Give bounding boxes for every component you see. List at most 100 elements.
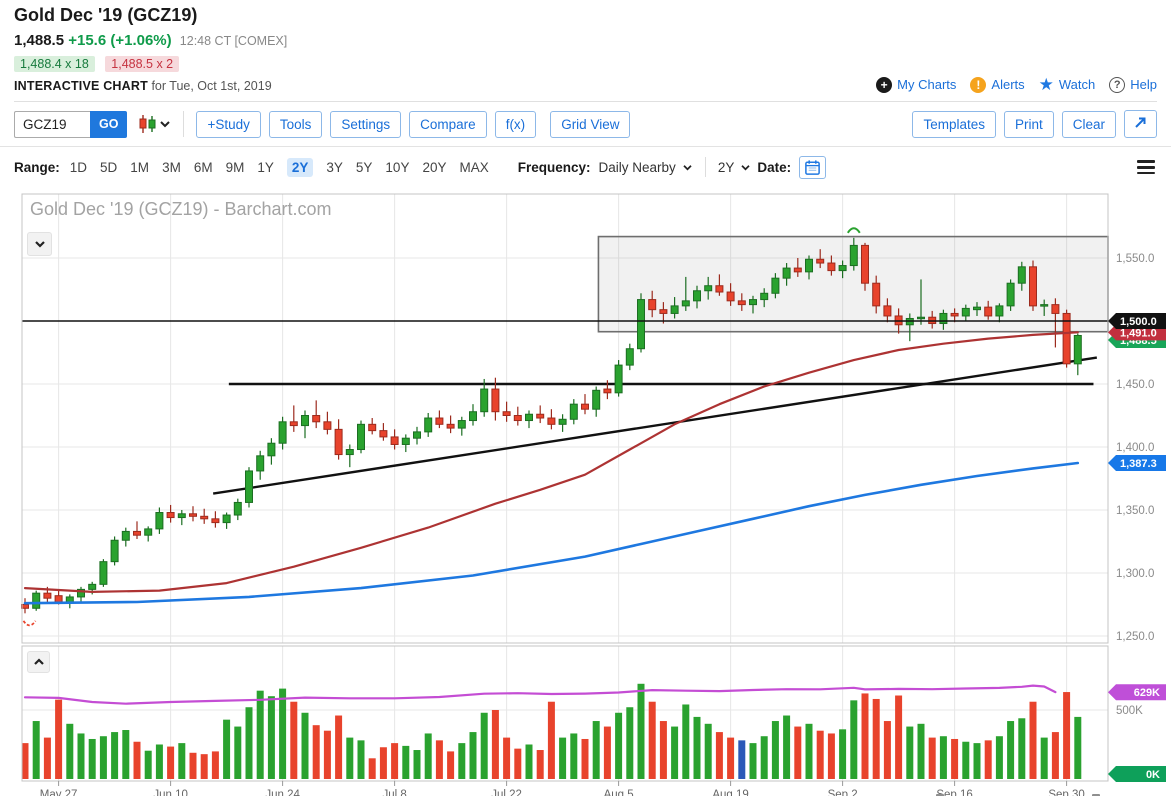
candle — [536, 413, 545, 419]
calendar-icon — [805, 160, 820, 175]
volume-bar — [861, 692, 869, 779]
candle — [749, 298, 757, 305]
range-1m[interactable]: 1M — [130, 159, 150, 175]
scrollbar-handle[interactable] — [1092, 793, 1100, 796]
price-pane-collapse-button[interactable] — [27, 231, 52, 256]
candle — [457, 419, 466, 429]
star-icon: ★ — [1038, 75, 1054, 94]
candle — [32, 592, 41, 609]
volume-bar — [413, 749, 421, 779]
candle — [659, 308, 668, 314]
green-arc-marker[interactable] — [846, 226, 861, 233]
hamburger-icon[interactable] — [1135, 155, 1157, 180]
help-link[interactable]: ? Help — [1109, 76, 1157, 93]
chart-type-dropdown[interactable] — [137, 114, 171, 134]
candle — [502, 410, 511, 416]
candle — [491, 388, 500, 412]
volume-pane-frame — [21, 645, 1109, 782]
volume-bar — [592, 720, 600, 779]
volume-bar — [704, 723, 712, 779]
volume-pane-collapse-button[interactable] — [27, 650, 50, 673]
range-5y[interactable]: 5Y — [355, 159, 373, 175]
range-2y-active[interactable]: 2Y — [286, 157, 314, 177]
volume-bar — [312, 724, 320, 779]
clear-button[interactable]: Clear — [1061, 110, 1116, 138]
candle — [222, 514, 231, 523]
time-scrollbar[interactable] — [22, 793, 1110, 796]
candle — [379, 429, 388, 437]
volume-bar — [469, 731, 477, 779]
add-study-button[interactable]: +Study — [196, 110, 261, 138]
volume-bar — [66, 723, 74, 779]
date-picker-button[interactable] — [799, 155, 827, 179]
volume-bar — [839, 728, 847, 779]
candle — [592, 389, 601, 410]
period-value: 2Y — [717, 159, 735, 175]
volume-bar — [279, 688, 287, 779]
candle — [558, 418, 567, 425]
candle — [827, 262, 836, 271]
volume-bar — [995, 735, 1003, 779]
candle — [917, 316, 925, 319]
alerts-link[interactable]: ! Alerts — [970, 76, 1025, 93]
range-1d[interactable]: 1D — [69, 159, 88, 175]
rising-trendline[interactable] — [212, 355, 1098, 495]
range-3y[interactable]: 3Y — [326, 159, 343, 175]
candle — [211, 517, 220, 523]
svg-text:Aug 5: Aug 5 — [604, 789, 634, 796]
volume-bar — [1074, 716, 1082, 779]
grid-view-button[interactable]: Grid View — [550, 110, 631, 138]
compare-button[interactable]: Compare — [409, 110, 487, 138]
price-chart: 1,550.0 1,500.0 1,450.0 1,400.0 1,350.0 1,300… — [21, 193, 1166, 796]
volume-bar — [267, 695, 275, 779]
volume-bar — [547, 701, 555, 779]
volume-bar — [917, 723, 925, 779]
volume-bar — [1051, 731, 1059, 779]
frequency-dropdown[interactable]: Daily Nearby — [599, 160, 693, 175]
volume-bar — [1063, 691, 1071, 779]
candle — [805, 258, 813, 272]
range-9m[interactable]: 9M — [225, 159, 245, 175]
range-1y[interactable]: 1Y — [257, 159, 274, 175]
volume-bar — [962, 741, 970, 779]
candle — [715, 284, 724, 293]
period-dropdown[interactable]: 2Y — [718, 160, 752, 175]
settings-button[interactable]: Settings — [330, 110, 402, 138]
svg-text:1,300.0: 1,300.0 — [1116, 568, 1154, 580]
volume-bar — [458, 742, 466, 779]
candle — [961, 307, 970, 316]
candle — [782, 267, 791, 279]
range-6m[interactable]: 6M — [193, 159, 213, 175]
my-charts-link[interactable]: + My Charts — [876, 76, 956, 93]
svg-text:Jun 24: Jun 24 — [265, 789, 300, 796]
volume-bar — [727, 737, 735, 779]
symbol-input[interactable] — [14, 110, 90, 138]
volume-bar — [872, 698, 880, 779]
range-10y[interactable]: 10Y — [385, 159, 410, 175]
tools-button[interactable]: Tools — [268, 110, 323, 138]
range-5d[interactable]: 5D — [100, 159, 118, 175]
volume-bar — [290, 701, 298, 779]
range-20y[interactable]: 20Y — [422, 159, 447, 175]
scrollbar-handle[interactable] — [936, 793, 944, 796]
top-links: + My Charts ! Alerts ★ Watch ? Help — [876, 76, 1157, 93]
candle — [189, 512, 197, 517]
candle — [1051, 303, 1060, 314]
go-button[interactable]: GO — [90, 110, 128, 138]
volume-bar — [32, 720, 40, 779]
templates-button[interactable]: Templates — [912, 110, 996, 138]
red-arc-marker[interactable] — [22, 619, 37, 626]
watch-link[interactable]: ★ Watch — [1039, 76, 1096, 93]
frequency-value: Daily Nearby — [598, 159, 676, 175]
fullscreen-button[interactable] — [1124, 110, 1157, 138]
volume-bar — [715, 731, 723, 779]
svg-text:0K: 0K — [1146, 769, 1160, 781]
function-button[interactable]: f(x) — [494, 110, 537, 138]
candle — [278, 420, 287, 444]
volume-bar — [883, 720, 891, 779]
range-max[interactable]: MAX — [459, 159, 489, 175]
question-circle-icon: ? — [1109, 76, 1126, 93]
print-button[interactable]: Print — [1003, 110, 1054, 138]
volume-bar — [245, 706, 253, 779]
range-3m[interactable]: 3M — [162, 159, 181, 175]
